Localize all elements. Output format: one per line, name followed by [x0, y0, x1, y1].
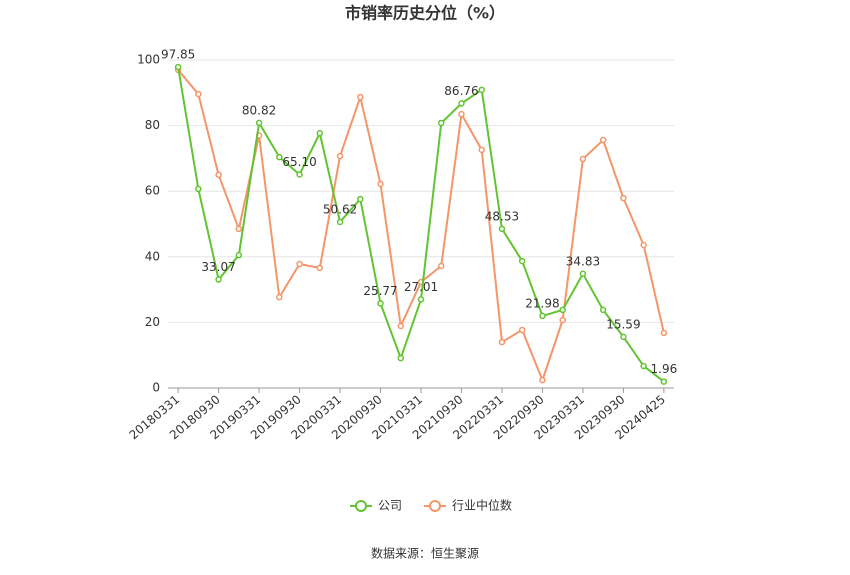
data-label: 65.10 — [282, 155, 316, 169]
point — [579, 155, 587, 163]
point — [478, 86, 485, 94]
y-tick-label: 20 — [145, 315, 160, 329]
point — [437, 262, 445, 270]
legend-marker — [355, 500, 367, 512]
point — [458, 100, 465, 107]
legend-marker — [429, 500, 442, 512]
point — [518, 257, 526, 265]
point — [357, 93, 364, 101]
point — [195, 90, 202, 98]
point — [559, 316, 566, 324]
legend-label: 公司 — [378, 499, 402, 513]
point — [255, 119, 263, 127]
y-tick-label: 40 — [145, 249, 160, 263]
y-tick-label: 0 — [152, 381, 160, 395]
point — [195, 185, 202, 193]
data-label: 86.76 — [444, 84, 478, 98]
data-label: 15.59 — [606, 317, 640, 331]
data-label: 27.01 — [404, 280, 438, 294]
point — [235, 251, 243, 259]
point — [620, 194, 627, 202]
point — [296, 171, 303, 178]
point — [599, 136, 607, 144]
point — [215, 171, 222, 179]
point — [417, 296, 425, 303]
point — [377, 300, 384, 307]
data-label: 33.07 — [201, 260, 235, 274]
point — [498, 225, 506, 233]
data-label: 21.98 — [525, 296, 559, 310]
y-tick-label: 60 — [145, 184, 160, 198]
y-tick-label: 100 — [137, 53, 160, 67]
point — [276, 293, 283, 301]
point — [296, 260, 303, 268]
chart-title: 市销率历史分位（%） — [345, 4, 505, 23]
point — [316, 264, 324, 272]
point — [377, 180, 384, 188]
point — [336, 152, 344, 160]
point — [620, 333, 627, 341]
point — [336, 218, 344, 226]
point — [235, 225, 243, 233]
point — [397, 322, 405, 330]
point — [478, 146, 485, 154]
point — [215, 276, 222, 283]
data-label: 48.53 — [485, 209, 519, 223]
point — [640, 241, 647, 249]
point — [579, 270, 587, 278]
point — [660, 329, 668, 337]
point — [599, 306, 607, 314]
source: 数据来源：恒生聚源 — [371, 546, 479, 561]
data-label: 34.83 — [566, 254, 600, 268]
data-label: 97.85 — [161, 48, 195, 62]
point — [174, 63, 182, 71]
point — [660, 378, 668, 385]
point — [539, 312, 546, 320]
point — [397, 354, 405, 362]
data-label: 1.96 — [651, 362, 678, 376]
point — [458, 110, 465, 118]
point — [357, 195, 364, 203]
point — [640, 362, 647, 370]
legend-label: 行业中位数 — [452, 498, 512, 513]
point — [559, 306, 566, 314]
point — [276, 153, 283, 161]
point — [498, 338, 506, 346]
point — [539, 376, 546, 384]
data-label: 25.77 — [363, 284, 397, 298]
point — [518, 326, 526, 334]
data-label: 50.62 — [323, 202, 357, 216]
point — [316, 129, 324, 137]
point — [437, 119, 445, 127]
data-label: 80.82 — [242, 103, 276, 117]
y-tick-label: 80 — [145, 118, 160, 132]
